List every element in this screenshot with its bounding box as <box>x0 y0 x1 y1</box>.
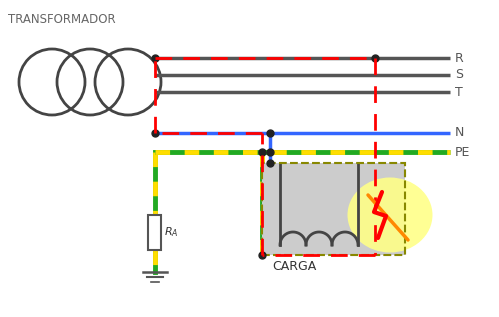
Text: PE: PE <box>455 146 471 158</box>
Text: N: N <box>455 126 465 139</box>
Bar <box>262 163 405 255</box>
Text: R: R <box>455 51 464 64</box>
Text: T: T <box>455 86 463 99</box>
Bar <box>149 215 162 250</box>
Text: CARGA: CARGA <box>272 260 316 273</box>
Text: $R_A$: $R_A$ <box>165 226 179 239</box>
Text: S: S <box>455 68 463 81</box>
Text: TRANSFORMADOR: TRANSFORMADOR <box>8 13 116 26</box>
Bar <box>262 163 405 255</box>
Ellipse shape <box>347 178 433 253</box>
